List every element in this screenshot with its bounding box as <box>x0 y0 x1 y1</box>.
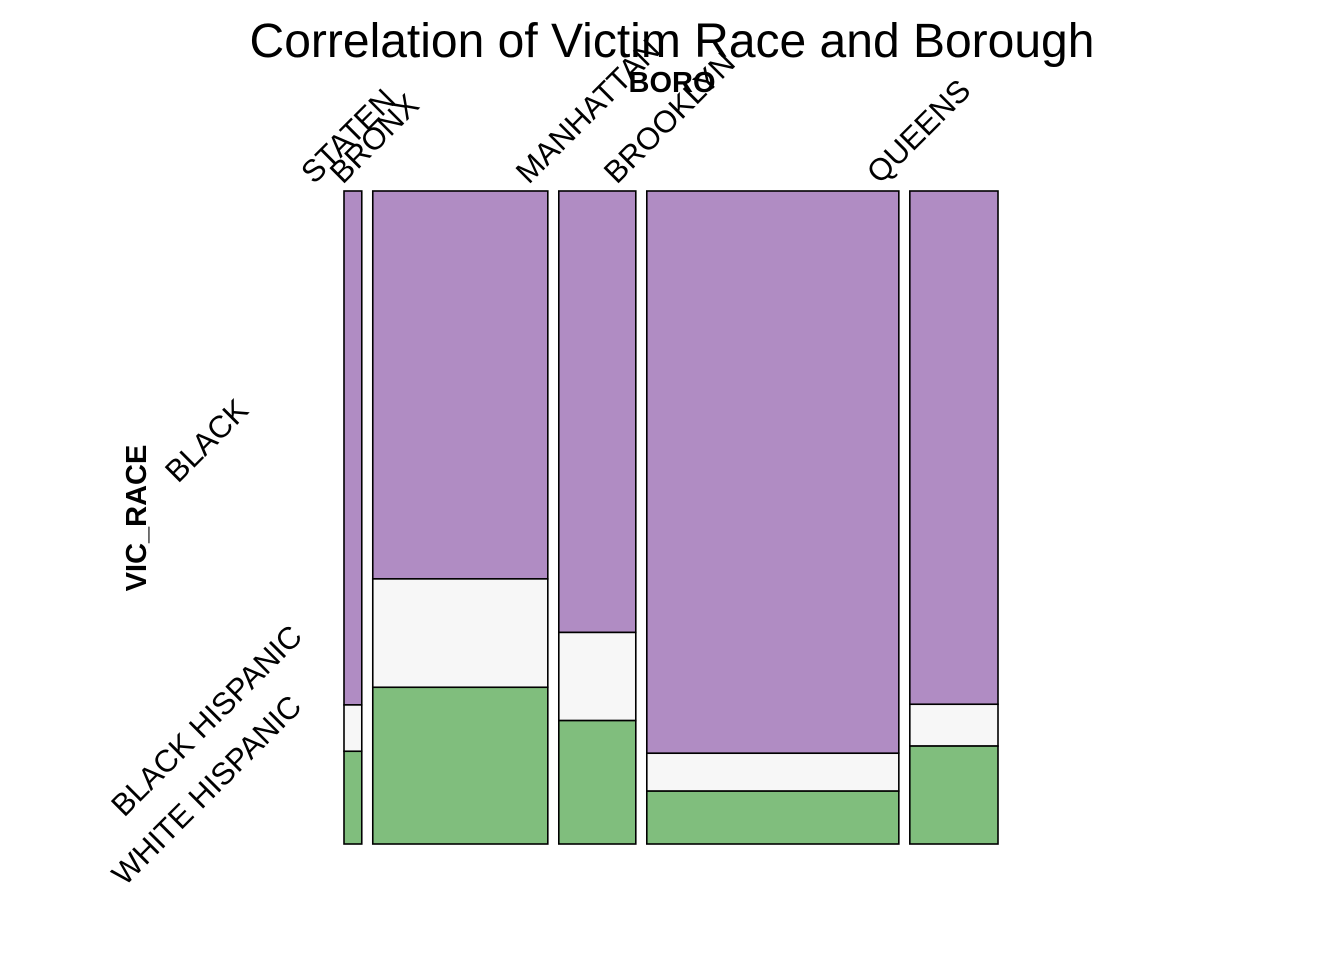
tile-bronx-black <box>371 190 549 580</box>
tile-staten-black-hispanic <box>343 704 363 753</box>
tile-bronx-black-hispanic <box>371 578 549 689</box>
tile-manhattan-black-hispanic <box>557 631 637 722</box>
tile-manhattan-white-hispanic <box>557 719 637 845</box>
tile-staten-black <box>343 190 363 706</box>
tile-brooklyn-black-hispanic <box>645 752 900 792</box>
tile-brooklyn-black <box>645 190 900 755</box>
tile-brooklyn-white-hispanic <box>645 790 900 845</box>
column-label-queens: QUEENS <box>860 73 977 190</box>
y-variable-label: VIC_RACE <box>121 445 153 592</box>
tile-queens-black-hispanic <box>909 703 999 747</box>
x-variable-label: BORO <box>629 67 716 99</box>
tile-queens-white-hispanic <box>909 745 999 845</box>
tile-staten-white-hispanic <box>343 750 363 845</box>
tile-manhattan-black <box>557 190 637 634</box>
tile-queens-black <box>909 190 999 706</box>
mosaic-tiles <box>343 190 999 845</box>
chart-title: Correlation of Victim Race and Borough <box>250 15 1095 68</box>
tile-bronx-white-hispanic <box>371 686 549 845</box>
row-label-black: BLACK <box>158 392 255 489</box>
